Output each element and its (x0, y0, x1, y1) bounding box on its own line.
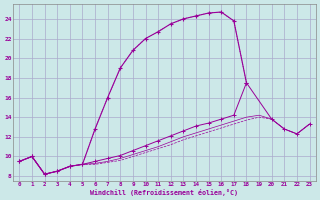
X-axis label: Windchill (Refroidissement éolien,°C): Windchill (Refroidissement éolien,°C) (91, 189, 238, 196)
